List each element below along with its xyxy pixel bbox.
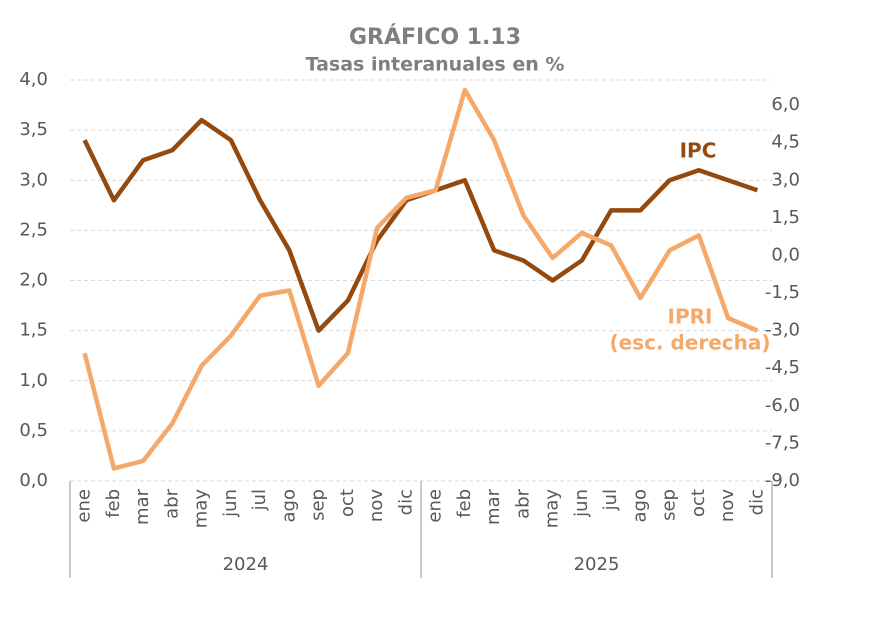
group-label: 2025 bbox=[574, 554, 620, 575]
y2-tick-label: 0,0 bbox=[771, 244, 800, 265]
x-tick-label: feb bbox=[103, 489, 124, 518]
series-label: IPC bbox=[680, 139, 717, 163]
x-tick-label: abr bbox=[161, 488, 182, 518]
x-tick-label: sep bbox=[308, 489, 329, 521]
chart-subtitle: Tasas interanuales en % bbox=[306, 54, 565, 76]
y-tick-label: 3,0 bbox=[19, 169, 48, 190]
x-tick-label: dic bbox=[395, 489, 416, 515]
x-tick-label: ago bbox=[629, 489, 650, 522]
y2-tick-label: 1,5 bbox=[771, 207, 800, 228]
x-tick-label: sep bbox=[659, 489, 680, 521]
y-tick-label: 1,5 bbox=[19, 320, 48, 341]
group-label: 2024 bbox=[223, 554, 269, 575]
y2-tick-label: -7,5 bbox=[765, 432, 800, 453]
x-tick-label: feb bbox=[454, 489, 475, 518]
y-tick-label: 0,5 bbox=[19, 420, 48, 441]
annotation: (esc. derecha) bbox=[609, 331, 770, 355]
x-tick-label: ago bbox=[278, 489, 299, 522]
x-tick-label: mar bbox=[483, 488, 504, 525]
y-tick-label: 4,0 bbox=[19, 69, 48, 90]
y-tick-label: 1,0 bbox=[19, 370, 48, 391]
series-line bbox=[82, 87, 759, 471]
y-tick-label: 0,0 bbox=[19, 470, 48, 491]
y2-tick-label: 4,5 bbox=[771, 132, 800, 153]
x-tick-label: jun bbox=[571, 489, 592, 518]
y2-tick-label: -9,0 bbox=[765, 470, 800, 491]
y2-tick-label: -6,0 bbox=[765, 395, 800, 416]
chart-title: GRÁFICO 1.13 bbox=[349, 24, 521, 50]
series-label: IPRI bbox=[668, 305, 713, 329]
x-tick-label: ene bbox=[74, 489, 95, 523]
y2-tick-label: -4,5 bbox=[765, 357, 800, 378]
x-tick-label: may bbox=[542, 489, 563, 529]
x-tick-label: oct bbox=[688, 489, 709, 517]
y2-tick-label: 6,0 bbox=[771, 94, 800, 115]
y2-tick-label: -3,0 bbox=[765, 320, 800, 341]
x-tick-label: mar bbox=[132, 488, 153, 525]
x-tick-label: may bbox=[191, 489, 212, 529]
y-tick-label: 3,5 bbox=[19, 119, 48, 140]
x-tick-label: jun bbox=[220, 489, 241, 518]
series-line bbox=[82, 117, 759, 333]
x-tick-label: jul bbox=[249, 489, 270, 511]
x-tick-label: dic bbox=[746, 489, 767, 515]
y2-tick-label: -1,5 bbox=[765, 282, 800, 303]
x-tick-label: jul bbox=[600, 489, 621, 511]
x-tick-label: abr bbox=[512, 488, 533, 518]
x-tick-label: nov bbox=[366, 489, 387, 522]
y-tick-label: 2,5 bbox=[19, 219, 48, 240]
y2-tick-label: 3,0 bbox=[771, 169, 800, 190]
x-tick-label: nov bbox=[717, 489, 738, 522]
x-tick-label: ene bbox=[425, 489, 446, 523]
y-tick-label: 2,0 bbox=[19, 270, 48, 291]
x-tick-label: oct bbox=[337, 489, 358, 517]
